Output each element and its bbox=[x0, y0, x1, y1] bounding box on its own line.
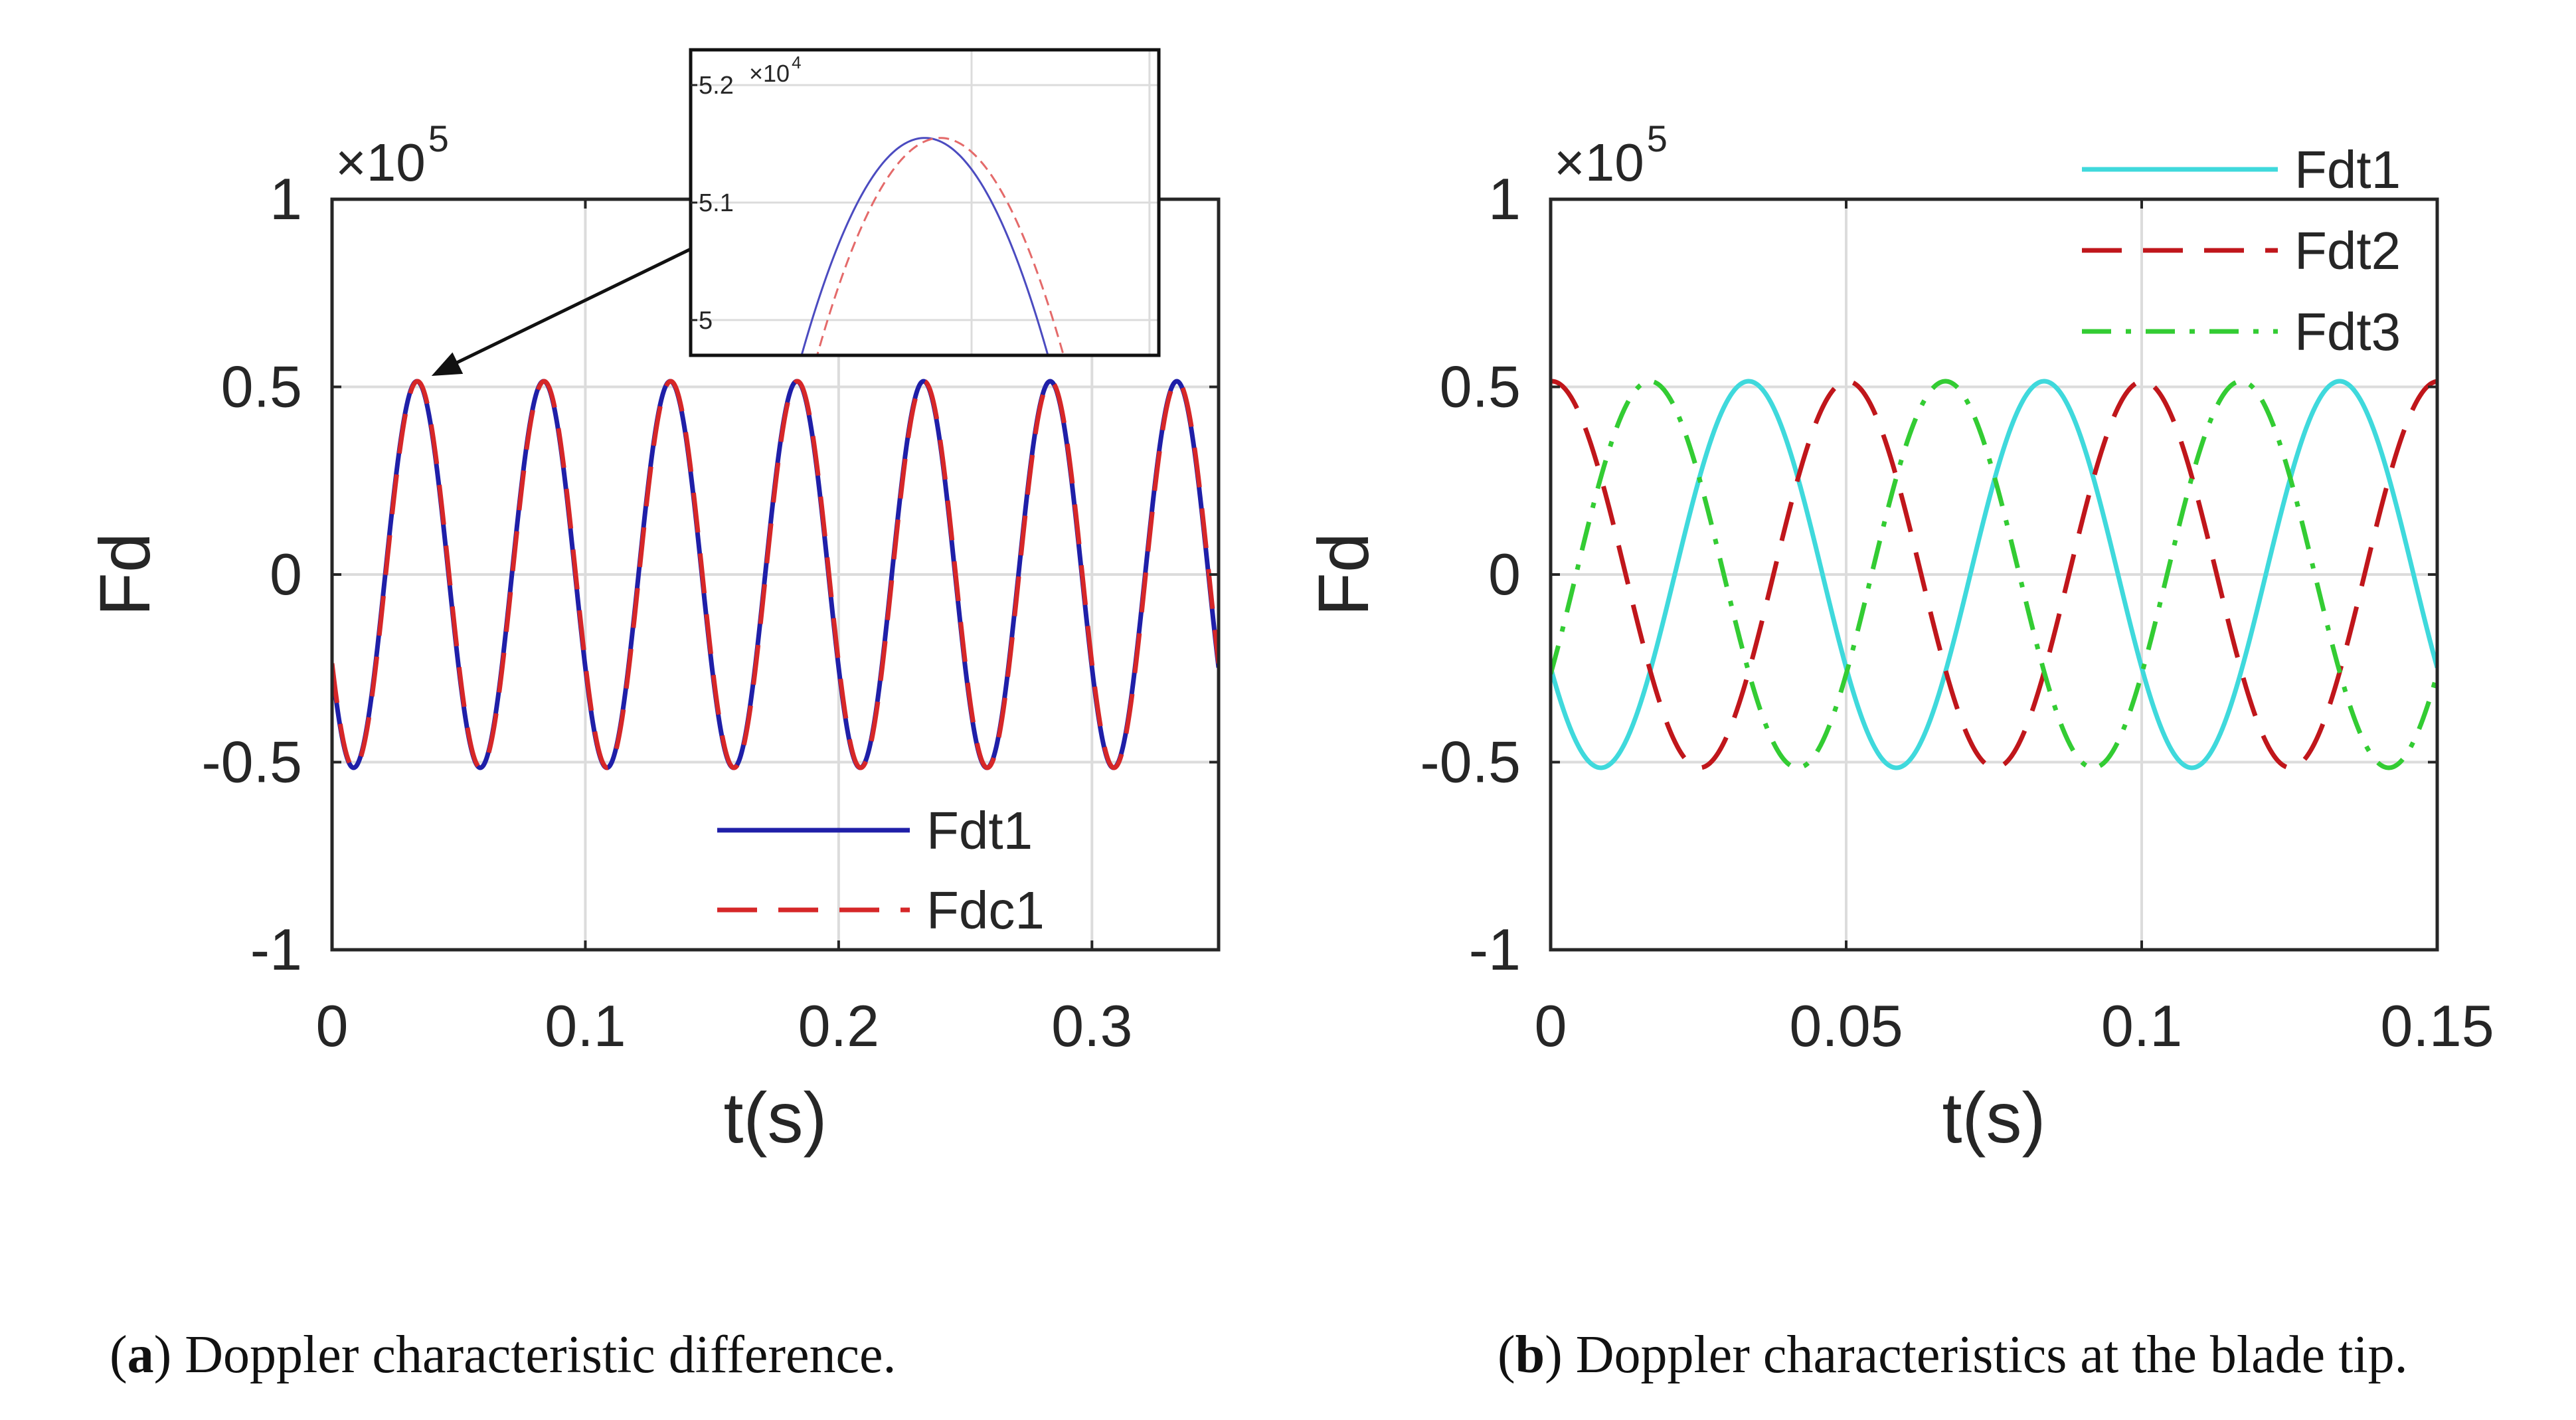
panel-a-x-axis-label: t(s) bbox=[724, 1077, 827, 1158]
panel-a-ytick-label-1: 0.5 bbox=[221, 354, 302, 420]
inset-y-multiplier-exponent: 4 bbox=[792, 52, 801, 72]
caption-b-letter: b bbox=[1515, 1326, 1545, 1384]
panel-b-legend-label-fdt1: Fdt1 bbox=[2294, 140, 2401, 199]
panel-a-ytick-label-3: -0.5 bbox=[201, 729, 302, 795]
inset-y-multiplier: ×10 bbox=[749, 60, 790, 87]
panel-b-chart: 0 0.05 0.1 0.15 1 0.5 0 -0.5 -1 ×10 5 t(s) Fd Fdt1 Fdt… bbox=[1303, 118, 2494, 1158]
panel-a-ytick-label-4: -1 bbox=[250, 917, 302, 982]
panel-b-ytick-label-1: 0.5 bbox=[1440, 354, 1521, 420]
panel-b-xtick-label-2: 0.1 bbox=[2101, 993, 2182, 1059]
panel-b-x-axis-label: t(s) bbox=[1942, 1077, 2046, 1158]
panel-b-xtick-label-1: 0.05 bbox=[1789, 993, 1903, 1059]
caption-b-text: Doppler characteristics at the blade tip… bbox=[1575, 1326, 2408, 1384]
panel-a-xtick-label-3: 0.3 bbox=[1051, 993, 1132, 1059]
panel-a-legend-label-fdc1: Fdc1 bbox=[926, 881, 1045, 940]
panel-b-ytick-label-2: 0 bbox=[1488, 541, 1521, 607]
panel-a-xtick-label-2: 0.2 bbox=[798, 993, 879, 1059]
inset-series-fdt1 bbox=[800, 137, 1049, 355]
caption-b: (b) Doppler characteristics at the blade… bbox=[1498, 1326, 2408, 1384]
panel-b-legend-label-fdt3: Fdt3 bbox=[2294, 302, 2401, 361]
caption-a: (a) Doppler characteristic difference. bbox=[110, 1326, 897, 1384]
caption-a-letter: a bbox=[127, 1326, 154, 1384]
panel-b-ytick-label-0: 1 bbox=[1488, 166, 1521, 232]
panel-a-xtick-label-1: 0.1 bbox=[545, 993, 626, 1059]
panel-b-series-fdt3 bbox=[1551, 379, 2437, 770]
caption-a-text: Doppler characteristic difference. bbox=[185, 1326, 897, 1384]
panel-b-legend-label-fdt2: Fdt2 bbox=[2294, 221, 2401, 280]
panel-a-y-multiplier: ×10 bbox=[335, 133, 426, 192]
panel-a-ytick-label-0: 1 bbox=[270, 166, 302, 232]
inset-ytick-label-2: 5 bbox=[699, 307, 713, 335]
inset-series-fdc1 bbox=[816, 137, 1065, 355]
panel-b-xtick-label-0: 0 bbox=[1535, 993, 1567, 1059]
panel-b-xtick-label-3: 0.15 bbox=[2380, 993, 2494, 1059]
panel-a-series-fdc1 bbox=[332, 379, 1219, 770]
panel-b-ytick-label-3: -0.5 bbox=[1420, 729, 1521, 795]
panel-b-y-multiplier-exponent: 5 bbox=[1647, 118, 1668, 159]
zoom-arrow-line bbox=[453, 247, 692, 366]
inset-ytick-label-1: 5.1 bbox=[699, 189, 734, 217]
panel-b-ytick-label-4: -1 bbox=[1469, 917, 1521, 982]
panel-a-xtick-label-0: 0 bbox=[316, 993, 349, 1059]
panel-a-legend-label-fdt1: Fdt1 bbox=[926, 801, 1033, 860]
panel-a-y-multiplier-exponent: 5 bbox=[428, 118, 449, 159]
inset-ytick-label-0: 5.2 bbox=[699, 72, 734, 100]
panel-a-ytick-label-2: 0 bbox=[270, 541, 302, 607]
panel-b-y-multiplier: ×10 bbox=[1554, 133, 1644, 192]
panel-b-y-axis-label: Fd bbox=[1303, 533, 1383, 616]
panel-a-chart: 0 0.1 0.2 0.310.50-0.5-1×10 5t(s)FdFdt1Fdc15… bbox=[84, 48, 1221, 1158]
zoom-arrow-head bbox=[431, 352, 464, 377]
panel-a-y-axis-label: Fd bbox=[84, 533, 165, 616]
